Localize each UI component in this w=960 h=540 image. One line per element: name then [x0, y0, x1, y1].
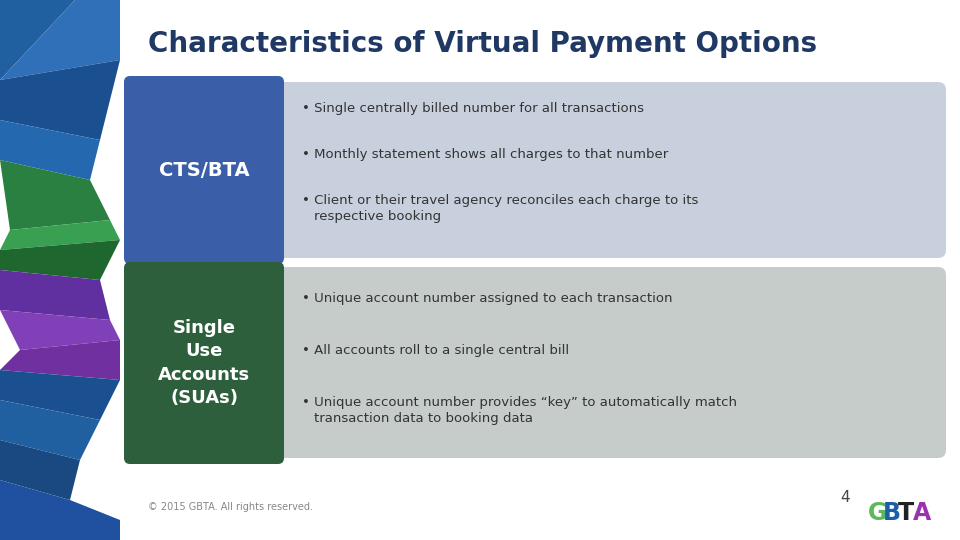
Polygon shape: [0, 440, 80, 500]
Text: transaction data to booking data: transaction data to booking data: [314, 412, 533, 425]
Text: • Client or their travel agency reconciles each charge to its: • Client or their travel agency reconcil…: [302, 194, 698, 207]
Text: T: T: [898, 501, 914, 525]
Polygon shape: [0, 270, 110, 320]
Polygon shape: [0, 0, 120, 80]
Polygon shape: [0, 340, 120, 380]
Text: • Unique account number assigned to each transaction: • Unique account number assigned to each…: [302, 292, 673, 305]
Polygon shape: [0, 370, 120, 420]
Text: Single
Use
Accounts
(SUAs): Single Use Accounts (SUAs): [158, 319, 250, 407]
Text: A: A: [913, 501, 931, 525]
Polygon shape: [0, 400, 100, 460]
Polygon shape: [0, 480, 120, 540]
Text: CTS/BTA: CTS/BTA: [158, 160, 250, 179]
Polygon shape: [0, 0, 75, 80]
Text: • Single centrally billed number for all transactions: • Single centrally billed number for all…: [302, 102, 644, 115]
Text: © 2015 GBTA. All rights reserved.: © 2015 GBTA. All rights reserved.: [148, 502, 313, 512]
FancyBboxPatch shape: [124, 76, 284, 264]
Text: 4: 4: [840, 490, 850, 505]
Polygon shape: [0, 60, 120, 140]
FancyBboxPatch shape: [124, 262, 284, 464]
FancyBboxPatch shape: [140, 267, 946, 458]
Text: • Unique account number provides “key” to automatically match: • Unique account number provides “key” t…: [302, 396, 737, 409]
Text: G: G: [868, 501, 887, 525]
Text: Characteristics of Virtual Payment Options: Characteristics of Virtual Payment Optio…: [148, 30, 817, 58]
Polygon shape: [0, 120, 100, 180]
Polygon shape: [0, 240, 120, 280]
Text: respective booking: respective booking: [314, 210, 442, 223]
Text: • All accounts roll to a single central bill: • All accounts roll to a single central …: [302, 344, 569, 357]
Polygon shape: [0, 160, 110, 230]
Polygon shape: [0, 220, 120, 250]
Text: • Monthly statement shows all charges to that number: • Monthly statement shows all charges to…: [302, 148, 668, 161]
Text: B: B: [883, 501, 901, 525]
Polygon shape: [0, 310, 120, 350]
FancyBboxPatch shape: [140, 82, 946, 258]
